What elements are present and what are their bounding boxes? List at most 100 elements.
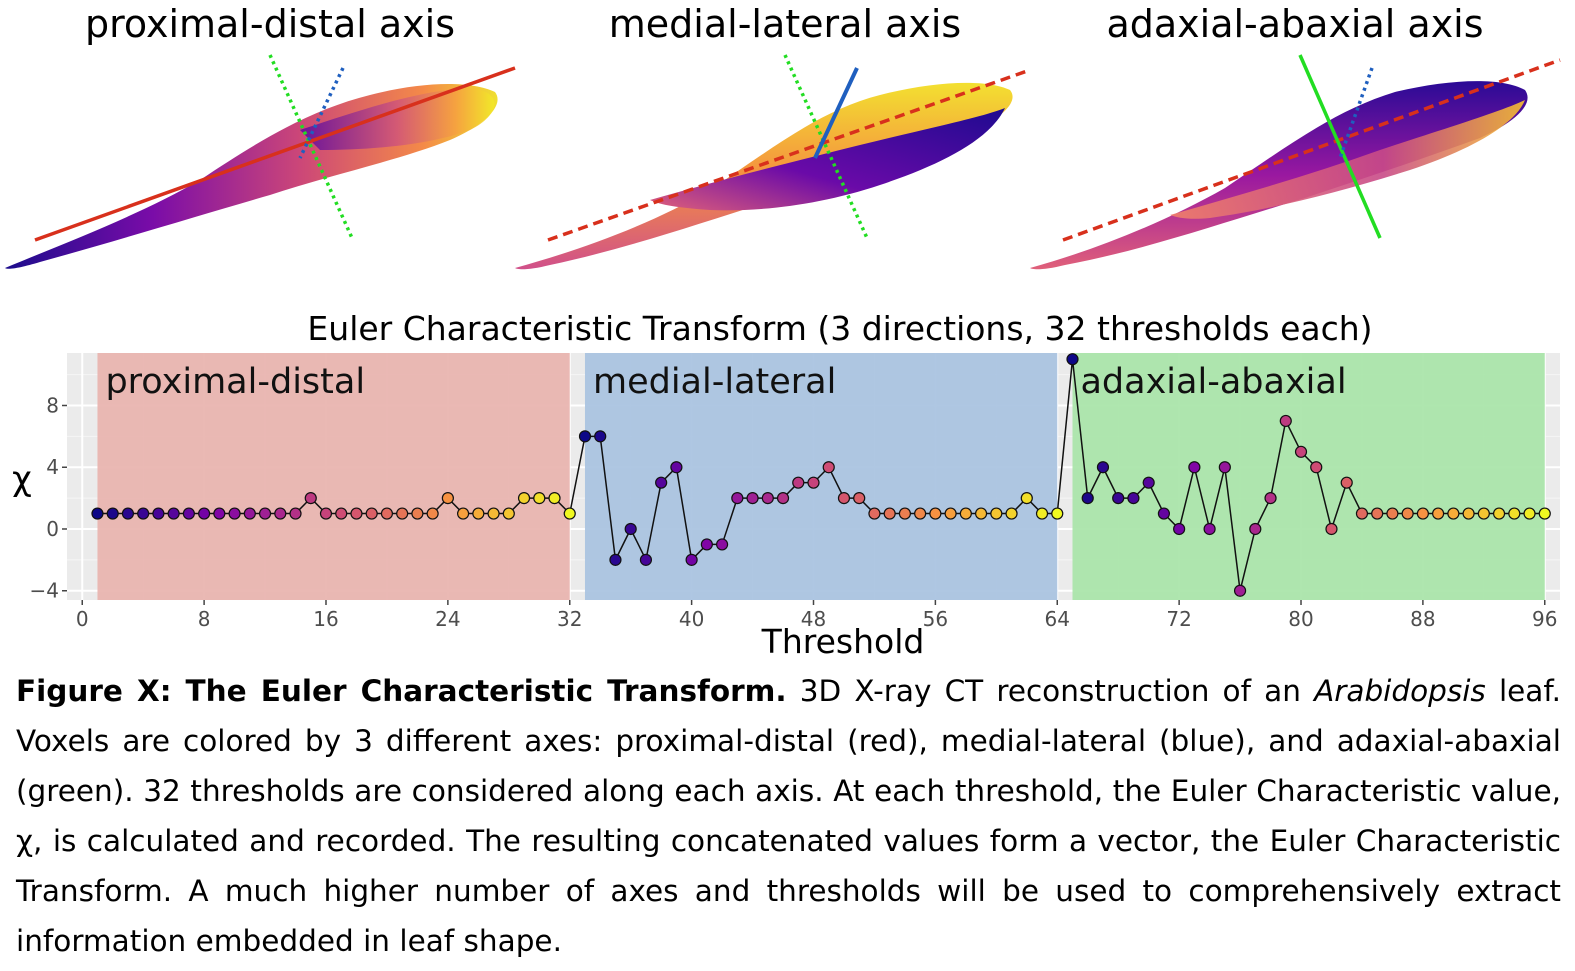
data-point	[213, 507, 226, 520]
caption-text-part1: 3D X-ray CT reconstruction of an	[786, 674, 1315, 708]
data-point	[167, 507, 180, 520]
data-point	[380, 507, 394, 520]
proximal-distal-axis-line	[1062, 58, 1561, 242]
data-point	[1035, 507, 1049, 520]
data-point	[1188, 461, 1201, 474]
data-point	[822, 461, 835, 474]
data-point	[1492, 507, 1506, 520]
data-point	[396, 507, 409, 520]
data-point	[137, 507, 150, 520]
data-point	[121, 507, 135, 520]
data-point	[1005, 507, 1018, 520]
data-point	[1432, 507, 1445, 520]
data-point	[441, 492, 454, 505]
region-band	[584, 353, 1058, 600]
data-point	[1462, 507, 1475, 520]
data-point	[1096, 461, 1110, 474]
data-point	[609, 553, 622, 566]
leaf-proximal-distal	[5, 54, 516, 269]
data-point	[1249, 522, 1262, 536]
data-point	[624, 522, 637, 536]
x-tick-label: 0	[76, 607, 89, 631]
data-point	[91, 507, 104, 520]
data-point	[1081, 492, 1094, 505]
x-tick-label: 80	[1288, 607, 1313, 631]
data-point	[1371, 507, 1384, 520]
data-point	[198, 507, 211, 520]
data-point	[487, 507, 500, 520]
ect-chart: Euler Characteristic Transform (3 direct…	[12, 309, 1560, 661]
data-point	[319, 507, 333, 520]
data-point	[1416, 507, 1429, 520]
data-point	[1157, 507, 1170, 520]
data-point	[1020, 492, 1033, 505]
data-point	[594, 430, 607, 443]
data-point	[1477, 507, 1490, 520]
data-point	[228, 507, 241, 520]
x-tick-label: 48	[801, 607, 826, 631]
y-axis-label: χ	[12, 459, 32, 499]
data-point	[502, 507, 515, 520]
region-band	[97, 353, 570, 600]
chart-title: Euler Characteristic Transform (3 direct…	[307, 309, 1372, 348]
data-point	[517, 492, 531, 505]
data-point	[1279, 414, 1292, 428]
data-point	[411, 507, 424, 520]
caption-italic-word: Arabidopsis	[1314, 674, 1486, 708]
data-point	[1066, 353, 1079, 366]
x-tick-label: 56	[923, 607, 948, 631]
data-point	[1355, 507, 1369, 520]
data-point	[837, 492, 851, 505]
proximal-distal-axis-line	[34, 66, 516, 242]
data-point	[1112, 492, 1125, 505]
region-band	[1072, 353, 1545, 600]
data-point	[350, 507, 363, 520]
data-point	[974, 507, 988, 520]
x-tick-label: 8	[198, 607, 211, 631]
data-point	[1523, 507, 1536, 520]
data-point	[776, 492, 790, 505]
x-tick-label: 72	[1166, 607, 1191, 631]
region-label: adaxial-abaxial	[1080, 362, 1346, 402]
leaf-panel-title-medial-lateral: medial-lateral axis	[608, 2, 962, 46]
medial-lateral-axis-line	[298, 67, 345, 159]
leaf-adaxial-abaxial	[1030, 54, 1561, 270]
data-point	[289, 507, 302, 520]
adaxial-abaxial-axis-line	[268, 54, 354, 239]
data-point	[152, 507, 165, 520]
data-point	[853, 492, 866, 505]
plot-area: proximal-distal medial-lateral adaxial-aba…	[30, 353, 1560, 631]
data-point	[548, 492, 561, 505]
data-point	[1386, 507, 1399, 520]
data-point	[883, 507, 896, 520]
data-point	[1127, 492, 1140, 505]
y-tick-label: 4	[46, 455, 59, 479]
figure-caption: Figure X: The Euler Characteristic Trans…	[16, 666, 1561, 966]
data-point	[959, 507, 972, 520]
data-point	[1203, 522, 1216, 536]
x-tick-label: 64	[1045, 607, 1070, 631]
data-point	[563, 507, 576, 520]
data-point	[746, 492, 759, 505]
data-point	[807, 476, 820, 489]
data-point	[1325, 522, 1338, 536]
data-point	[639, 553, 653, 566]
data-point	[761, 492, 774, 505]
data-point	[655, 476, 668, 489]
data-point	[715, 538, 729, 551]
data-point	[898, 507, 912, 520]
proximal-distal-axis-line	[547, 68, 1031, 242]
leaf-panel-title-adaxial-abaxial: adaxial-abaxial axis	[1106, 2, 1484, 46]
data-point	[1218, 461, 1231, 474]
data-point	[1051, 507, 1064, 520]
data-point	[1447, 507, 1460, 520]
data-point	[1310, 461, 1323, 474]
adaxial-abaxial-axis-line	[1298, 54, 1382, 239]
data-point	[426, 507, 439, 520]
data-point	[1508, 507, 1521, 520]
data-point	[365, 507, 378, 520]
data-point	[258, 507, 272, 520]
leaf-medial-lateral	[515, 54, 1031, 270]
data-point	[670, 461, 683, 474]
